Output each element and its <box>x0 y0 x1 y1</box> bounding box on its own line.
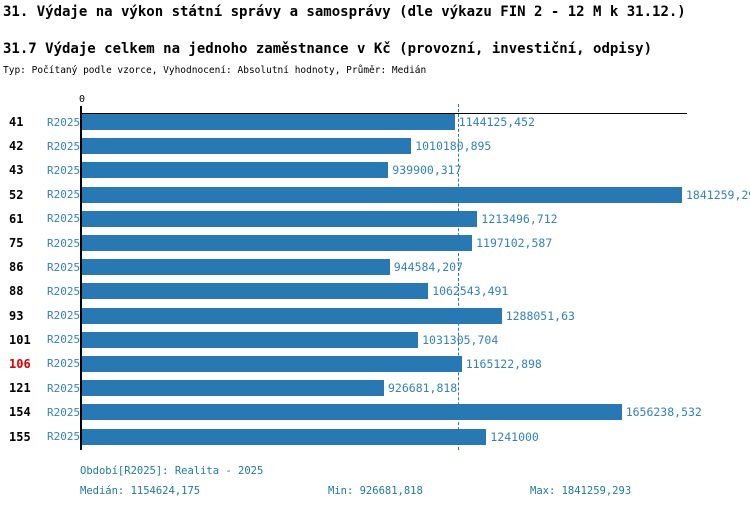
value-label: 1010180,895 <box>415 139 492 154</box>
value-label: 1165122,898 <box>465 356 542 371</box>
chart-row: 101 R2025 1031305,704 <box>0 328 750 352</box>
series-label: R2025 <box>47 163 81 177</box>
bar[interactable] <box>82 428 487 445</box>
category-label: 93 <box>9 308 24 323</box>
x-axis-line <box>80 113 687 114</box>
category-label: 101 <box>9 332 31 347</box>
series-label: R2025 <box>47 309 81 323</box>
series-label: R2025 <box>47 236 81 250</box>
chart-row: 42 R2025 1010180,895 <box>0 134 750 158</box>
bar[interactable] <box>82 307 502 324</box>
bar-chart: 0 41 R2025 1144125,452 42 R2025 1010180,895 43… <box>0 94 750 450</box>
bar[interactable] <box>82 162 389 179</box>
category-label: 106 <box>9 356 31 371</box>
bar[interactable] <box>82 404 622 421</box>
value-label: 1031305,704 <box>422 332 499 347</box>
bar[interactable] <box>82 186 682 203</box>
series-label: R2025 <box>47 212 81 226</box>
y-axis-line <box>80 106 82 450</box>
chart-row: 61 R2025 1213496,712 <box>0 207 750 231</box>
chart-row: 88 R2025 1062543,491 <box>0 279 750 303</box>
bar[interactable] <box>82 210 478 227</box>
chart-meta-line: Typ: Počítaný podle vzorce, Vyhodnocení:… <box>3 65 427 76</box>
bar[interactable] <box>82 331 419 348</box>
category-label: 61 <box>9 211 24 226</box>
max-stat: Max: 1841259,293 <box>530 485 632 497</box>
category-label: 86 <box>9 260 24 275</box>
value-label: 1213496,712 <box>481 211 558 226</box>
value-label: 1241000 <box>490 429 539 444</box>
chart-row: 75 R2025 1197102,587 <box>0 231 750 255</box>
category-label: 52 <box>9 187 24 202</box>
chart-row: 86 R2025 944584,207 <box>0 255 750 279</box>
chart-row: 154 R2025 1656238,532 <box>0 400 750 424</box>
series-label: R2025 <box>47 139 81 153</box>
category-label: 154 <box>9 405 31 420</box>
category-label: 88 <box>9 284 24 299</box>
category-label: 43 <box>9 163 24 178</box>
axis-origin-label: 0 <box>78 94 86 105</box>
chart-row: 43 R2025 939900,317 <box>0 158 750 182</box>
bar[interactable] <box>82 283 429 300</box>
series-label: R2025 <box>47 357 81 371</box>
category-label: 41 <box>9 115 24 130</box>
chart-row: 93 R2025 1288051,63 <box>0 304 750 328</box>
value-label: 1656238,532 <box>625 405 702 420</box>
period-label: Období[R2025]: Realita - 2025 <box>80 465 264 477</box>
series-label: R2025 <box>47 260 81 274</box>
category-label: 121 <box>9 381 31 396</box>
min-stat: Min: 926681,818 <box>328 485 423 497</box>
chart-rows: 41 R2025 1144125,452 42 R2025 1010180,895 43 R2… <box>0 110 750 449</box>
bar[interactable] <box>82 259 390 276</box>
chart-row: 106 R2025 1165122,898 <box>0 352 750 376</box>
bar[interactable] <box>82 114 455 131</box>
median-line <box>458 104 460 450</box>
series-label: R2025 <box>47 333 81 347</box>
bar[interactable] <box>82 235 473 252</box>
value-label: 939900,317 <box>392 163 462 178</box>
report-title: 31. Výdaje na výkon státní správy a samo… <box>3 4 686 20</box>
category-label: 75 <box>9 236 24 251</box>
median-stat: Medián: 1154624,175 <box>80 485 201 497</box>
chart-row: 121 R2025 926681,818 <box>0 376 750 400</box>
series-label: R2025 <box>47 405 81 419</box>
chart-row: 41 R2025 1144125,452 <box>0 110 750 134</box>
value-label: 1197102,587 <box>476 236 553 251</box>
category-label: 155 <box>9 429 31 444</box>
series-label: R2025 <box>47 188 81 202</box>
value-label: 926681,818 <box>388 381 458 396</box>
bar[interactable] <box>82 355 462 372</box>
value-label: 944584,207 <box>393 260 464 275</box>
series-label: R2025 <box>47 381 81 395</box>
chart-row: 52 R2025 1841259,293 <box>0 183 750 207</box>
series-label: R2025 <box>47 115 81 129</box>
value-label: 1841259,293 <box>686 187 750 202</box>
value-label: 1144125,452 <box>458 115 535 130</box>
chart-title: 31.7 Výdaje celkem na jednoho zaměstnanc… <box>3 41 653 57</box>
chart-row: 155 R2025 1241000 <box>0 424 750 448</box>
series-label: R2025 <box>47 284 81 298</box>
value-label: 1062543,491 <box>432 284 509 299</box>
category-label: 42 <box>9 139 24 154</box>
bar[interactable] <box>82 380 384 397</box>
bar[interactable] <box>82 138 412 155</box>
value-label: 1288051,63 <box>505 308 575 323</box>
series-label: R2025 <box>47 430 81 444</box>
